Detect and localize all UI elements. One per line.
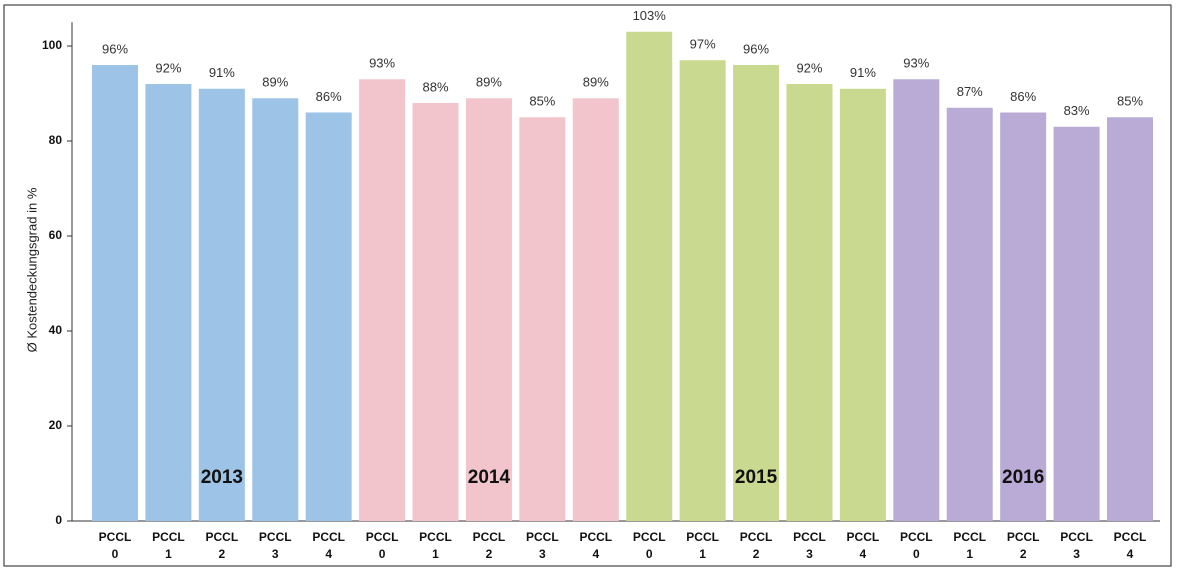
x-tick-label: PCCL 0 — [365, 530, 399, 561]
y-tick-label: 20 — [49, 418, 63, 432]
value-label: 83% — [1064, 103, 1090, 118]
value-label: 87% — [957, 84, 983, 99]
bar — [839, 88, 886, 521]
bar — [412, 103, 459, 521]
group-label: 2014 — [468, 467, 511, 488]
y-tick-label: 60 — [49, 228, 63, 242]
y-axis-label: Ø Kostendeckungsgrad in % — [24, 187, 39, 352]
x-tick-label: PCCL 0 — [632, 530, 666, 561]
value-label: 91% — [850, 65, 876, 80]
group-label: 2016 — [1002, 467, 1044, 488]
frame — [3, 4, 1172, 567]
x-tick-label: PCCL 3 — [526, 530, 559, 561]
value-label: 86% — [316, 89, 342, 104]
x-tick-label: PCCL 3 — [1060, 530, 1093, 561]
x-tick-label: PCCL 4 — [579, 530, 613, 561]
x-tick-label: PCCL 4 — [846, 530, 880, 561]
x-tick-label: PCCL 3 — [258, 530, 292, 561]
value-label: 88% — [423, 79, 449, 94]
value-label: 103% — [633, 8, 667, 23]
y-tick-label: 100 — [42, 38, 62, 52]
value-label: 92% — [155, 60, 181, 75]
y-tick-label: 40 — [49, 323, 63, 337]
bar — [626, 31, 673, 521]
x-tick-label: PCCL 1 — [419, 530, 452, 561]
bar — [359, 79, 406, 521]
x-tick-label: PCCL 1 — [953, 530, 987, 561]
x-tick-label: PCCL 4 — [312, 530, 345, 561]
x-tick-label: PCCL 1 — [686, 530, 719, 561]
x-tick-label: PCCL 4 — [1113, 530, 1147, 561]
y-tick-label: 0 — [55, 513, 62, 527]
x-tick-label: PCCL 2 — [205, 530, 239, 561]
bar — [465, 98, 512, 521]
bar — [519, 117, 566, 521]
bar — [145, 84, 192, 521]
value-label: 86% — [1010, 89, 1036, 104]
bar — [1053, 126, 1100, 521]
bar — [92, 65, 138, 521]
x-tick-label: PCCL 0 — [98, 530, 132, 561]
value-label: 93% — [369, 56, 395, 71]
bar — [252, 98, 299, 521]
x-tick-label: PCCL 2 — [739, 530, 773, 561]
value-label: 85% — [1117, 94, 1143, 109]
bar — [786, 84, 833, 521]
value-label: 91% — [209, 65, 235, 80]
bar — [305, 112, 352, 521]
bar — [1107, 117, 1153, 521]
x-tick-label: PCCL 3 — [793, 530, 826, 561]
value-label: 93% — [903, 56, 929, 71]
value-label: 85% — [529, 94, 555, 109]
bar — [893, 79, 940, 521]
bar — [572, 98, 619, 521]
x-tick-label: PCCL 1 — [152, 530, 185, 561]
y-tick-label: 80 — [49, 133, 63, 147]
value-label: 89% — [583, 75, 609, 90]
x-tick-label: PCCL 2 — [1006, 530, 1040, 561]
value-label: 97% — [690, 37, 716, 52]
value-label: 96% — [102, 41, 128, 56]
x-tick-label: PCCL 2 — [472, 530, 506, 561]
value-label: 96% — [743, 41, 769, 56]
group-label: 2015 — [735, 467, 778, 488]
group-label: 2013 — [201, 467, 243, 488]
value-label: 89% — [262, 75, 288, 90]
bar — [733, 65, 780, 521]
bar — [946, 107, 993, 521]
bar — [198, 88, 245, 521]
bar — [679, 60, 726, 521]
value-label: 89% — [476, 75, 502, 90]
value-label: 92% — [796, 60, 822, 75]
x-tick-label: PCCL 0 — [899, 530, 933, 561]
bar — [1000, 112, 1047, 521]
